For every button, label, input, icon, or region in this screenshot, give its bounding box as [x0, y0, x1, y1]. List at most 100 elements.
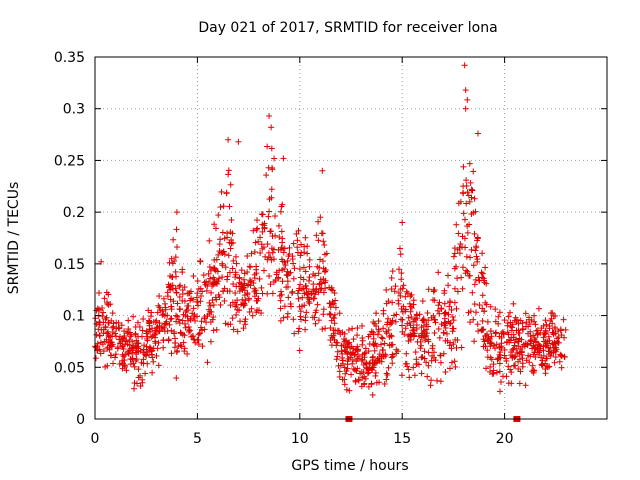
y-axis-label: SRMTID / TECUs — [6, 182, 22, 295]
data-point — [228, 216, 235, 223]
data-point — [408, 314, 415, 321]
data-point — [293, 230, 300, 237]
data-point — [459, 233, 466, 240]
y-tick-label: 0.3 — [63, 102, 85, 118]
data-point — [509, 324, 516, 331]
data-point — [100, 326, 107, 333]
data-point — [155, 362, 162, 369]
data-point — [517, 349, 524, 356]
data-point — [425, 323, 432, 330]
data-point — [331, 336, 338, 343]
data-point — [508, 380, 515, 387]
data-point — [510, 300, 517, 307]
data-point — [279, 201, 286, 208]
data-point — [527, 337, 534, 344]
data-point — [328, 332, 335, 339]
data-point — [469, 289, 476, 296]
data-point — [387, 319, 394, 326]
data-point — [187, 316, 194, 323]
data-point — [458, 344, 465, 351]
data-point — [469, 187, 476, 194]
data-point — [170, 285, 177, 292]
data-point — [470, 168, 477, 175]
data-point — [451, 265, 458, 272]
data-point — [336, 373, 343, 380]
data-point — [470, 262, 477, 269]
data-point — [471, 338, 478, 345]
data-point — [396, 245, 403, 252]
data-point — [493, 329, 500, 336]
data-point — [397, 292, 404, 299]
data-point — [463, 267, 470, 274]
y-tick-label: 0.25 — [54, 153, 85, 169]
data-point — [130, 313, 137, 320]
data-point — [398, 316, 405, 323]
data-point — [501, 352, 508, 359]
data-point — [451, 358, 458, 365]
data-point — [463, 177, 470, 184]
data-point — [471, 195, 478, 202]
y-tick-label: 0.2 — [63, 205, 85, 221]
data-point — [290, 275, 297, 282]
data-point — [468, 246, 475, 253]
data-point — [272, 213, 279, 220]
data-point — [142, 370, 149, 377]
data-point — [531, 336, 538, 343]
data-point — [511, 342, 518, 349]
data-point — [459, 285, 466, 292]
data-point — [410, 333, 417, 340]
data-point — [246, 308, 253, 315]
data-point — [241, 270, 248, 277]
data-point — [415, 361, 422, 368]
data-point — [181, 332, 188, 339]
data-point — [278, 256, 285, 263]
data-point — [315, 237, 322, 244]
data-point — [482, 299, 489, 306]
data-point — [460, 210, 467, 217]
data-point — [380, 325, 387, 332]
data-point — [174, 313, 181, 320]
data-point — [411, 372, 418, 379]
data-point — [119, 357, 126, 364]
data-point — [315, 317, 322, 324]
data-point — [219, 250, 226, 257]
data-point — [312, 291, 319, 298]
data-point — [150, 358, 157, 365]
data-point — [510, 362, 517, 369]
data-point — [208, 289, 215, 296]
data-point — [428, 314, 435, 321]
data-point — [173, 209, 180, 216]
data-point — [460, 163, 467, 170]
data-point — [280, 314, 287, 321]
data-point — [242, 321, 249, 328]
data-point — [160, 324, 167, 331]
data-point — [220, 248, 227, 255]
data-point — [303, 285, 310, 292]
data-point — [108, 352, 115, 359]
data-point — [432, 319, 439, 326]
data-point — [403, 350, 410, 357]
data-point — [456, 250, 463, 257]
data-point — [269, 164, 276, 171]
data-point — [487, 327, 494, 334]
data-point — [187, 297, 194, 304]
data-point — [538, 361, 545, 368]
data-point — [459, 264, 466, 271]
data-point — [304, 243, 311, 250]
data-point — [103, 336, 110, 343]
data-point — [300, 276, 307, 283]
data-point — [198, 292, 205, 299]
data-point — [122, 341, 129, 348]
data-point — [320, 289, 327, 296]
data-point — [282, 262, 289, 269]
data-point — [453, 305, 460, 312]
data-point — [199, 288, 206, 295]
data-point — [149, 369, 156, 376]
data-point — [334, 353, 341, 360]
data-point — [561, 354, 568, 361]
data-point — [306, 263, 313, 270]
data-point — [100, 309, 107, 316]
data-point — [117, 333, 124, 340]
data-point — [435, 325, 442, 332]
data-point — [148, 351, 155, 358]
